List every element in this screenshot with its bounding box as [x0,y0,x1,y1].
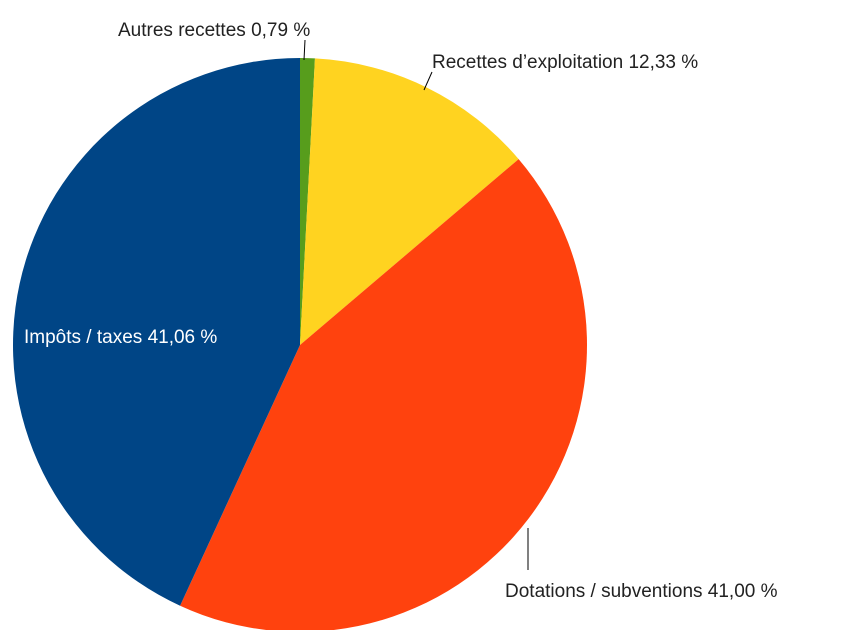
pie-slice [12,58,301,606]
slice-category: Dotations / subventions [505,581,703,602]
slices [12,58,587,630]
slice-label: Recettes d’exploitation 12,33 % [432,52,698,73]
slice-category: Autres recettes [118,20,246,41]
slice-value: 0,79 % [251,20,310,41]
slice-value: 41,06 % [148,327,218,348]
pie-slice [300,58,519,345]
slice-label: Autres recettes 0,79 % [118,20,310,41]
slice-category: Impôts / taxes [24,327,142,348]
pie-slice [300,58,315,345]
pie-slice [180,159,587,630]
leader-line [303,39,306,61]
leader-line [423,71,433,91]
slice-value: 12,33 % [628,52,698,73]
slice-value: 41,00 % [708,581,778,602]
slice-label: Impôts / taxes 41,06 % [24,327,217,348]
slice-category: Recettes d’exploitation [432,52,623,73]
slice-label: Dotations / subventions 41,00 % [505,581,778,602]
